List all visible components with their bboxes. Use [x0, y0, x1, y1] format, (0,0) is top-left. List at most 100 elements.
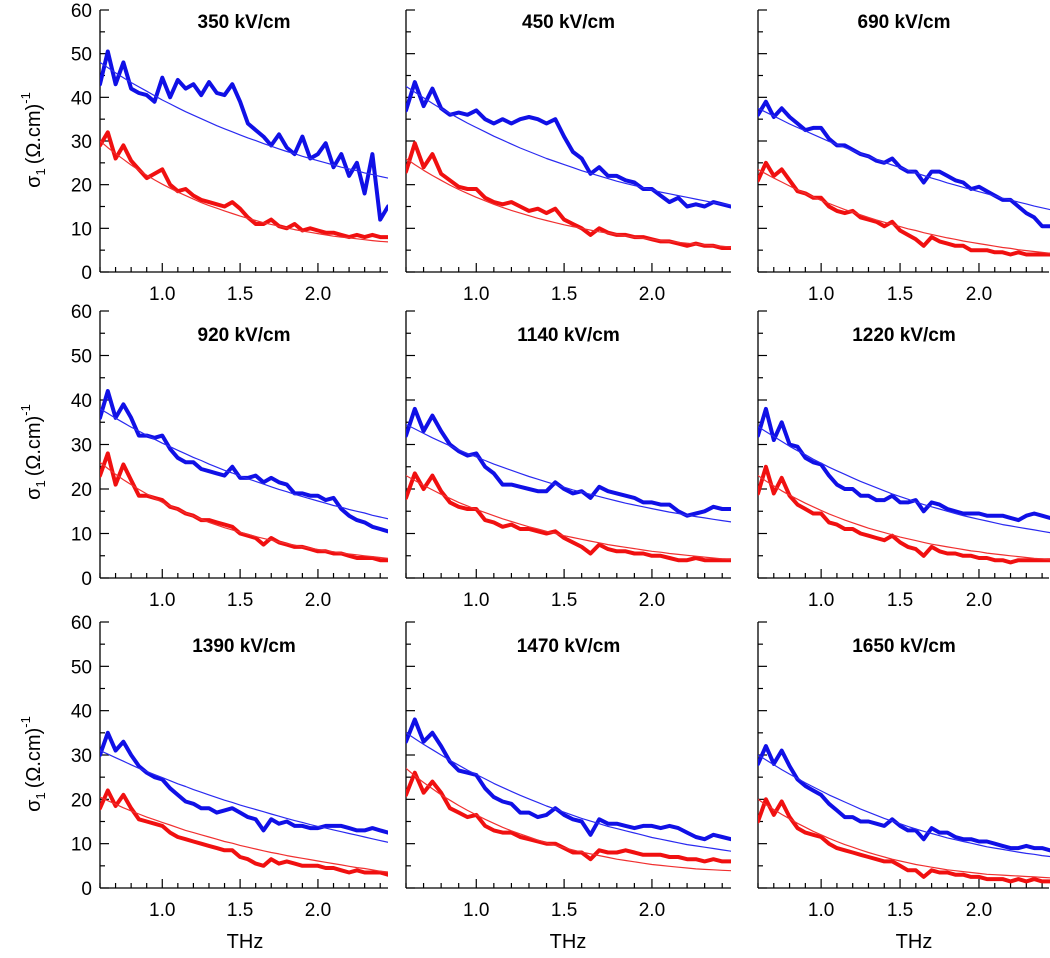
- data-line: [758, 160, 1050, 257]
- y-tick-label: 60: [71, 613, 92, 634]
- x-axis-title-col-1: THz: [227, 931, 264, 953]
- data-line: [406, 80, 731, 209]
- data-line: [758, 464, 1050, 565]
- data-line: [100, 389, 388, 534]
- series-group: [406, 717, 731, 872]
- y-tick-label: 20: [71, 790, 92, 811]
- fit-line: [406, 732, 731, 852]
- fit-line: [758, 754, 1050, 858]
- data-line: [100, 730, 388, 835]
- data-line: [758, 406, 1050, 523]
- fit-line: [758, 798, 1050, 879]
- chart-panel-7: 0 10 20 30 40 50 60 1.0 1.5 2.0 1390 kV/cm: [71, 613, 388, 921]
- fit-line: [758, 475, 1050, 561]
- x-tick-label: 1.5: [887, 900, 913, 921]
- panel-title: 1470 kV/cm: [517, 636, 621, 657]
- x-tick-label: 1.0: [149, 284, 175, 305]
- y-tick-label: 40: [71, 702, 92, 723]
- y-tick-label: 40: [71, 88, 92, 109]
- panel-title: 920 kV/cm: [198, 325, 291, 346]
- panel-title: 1220 kV/cm: [852, 325, 956, 346]
- y-tick-label: 20: [71, 480, 92, 501]
- y-tick-label: 50: [71, 657, 92, 678]
- ylabel-unit: (Ω.cm): [23, 728, 45, 789]
- x-tick-label: 1.5: [227, 284, 253, 305]
- x-tick-label: 2.0: [305, 284, 331, 305]
- data-line: [406, 141, 731, 250]
- x-axis-title-col-3: THz: [896, 931, 933, 953]
- y-tick-label: 0: [81, 569, 92, 590]
- x-tick-label: 1.5: [887, 284, 913, 305]
- y-tick-label: 10: [71, 525, 92, 546]
- y-tick-label: 10: [71, 219, 92, 240]
- x-tick-label: 1.5: [551, 900, 577, 921]
- data-line: [406, 717, 731, 842]
- data-line: [758, 744, 1050, 853]
- x-tick-label: 2.0: [966, 590, 992, 611]
- x-tick-label: 1.0: [463, 590, 489, 611]
- series-group: [758, 744, 1050, 884]
- x-tick-label: 1.0: [149, 900, 175, 921]
- x-tick-label: 2.0: [966, 900, 992, 921]
- x-tick-label: 1.0: [149, 590, 175, 611]
- data-line: [406, 770, 731, 864]
- y-tick-label: 60: [71, 302, 92, 323]
- svg-text:σ1(Ω.cm)-1: σ1 (Ω.cm)-1: [18, 404, 48, 500]
- x-tick-label: 1.5: [551, 590, 577, 611]
- panel-title: 690 kV/cm: [858, 12, 951, 33]
- fit-line: [758, 168, 1050, 254]
- y-tick-label: 50: [71, 45, 92, 66]
- fit-line: [100, 750, 388, 843]
- series-group: [758, 99, 1050, 257]
- x-tick-label: 1.0: [808, 284, 834, 305]
- ylabel-main: σ: [23, 799, 45, 812]
- svg-text:σ1(Ω.cm)-1: σ1 (Ω.cm)-1: [18, 716, 48, 812]
- data-line: [100, 451, 388, 563]
- x-tick-label: 2.0: [639, 590, 665, 611]
- chart-panel-9: 1.0 1.5 2.0 1650 kV/cm: [757, 621, 1050, 921]
- x-tick-label: 2.0: [639, 284, 665, 305]
- y-tick-label: 0: [81, 263, 92, 284]
- fit-line: [406, 157, 731, 248]
- y-tick-label: 30: [71, 132, 92, 153]
- x-tick-label: 2.0: [305, 900, 331, 921]
- series-group: [406, 406, 731, 563]
- chart-panel-6: 1.0 1.5 2.0 1220 kV/cm: [757, 310, 1050, 611]
- data-line: [758, 99, 1050, 229]
- chart-panel-2: 1.0 1.5 2.0 450 kV/cm: [405, 9, 731, 305]
- x-tick-label: 2.0: [966, 284, 992, 305]
- y-tick-label: 0: [81, 879, 92, 900]
- data-line: [758, 797, 1050, 884]
- chart-panel-8: 1.0 1.5 2.0 1470 kV/cm: [405, 621, 731, 921]
- fit-line: [406, 85, 731, 206]
- series-group: [100, 730, 388, 877]
- fit-line: [100, 408, 388, 520]
- y-axis-title-row-2: σ1 (Ω.cm)-1: [18, 404, 48, 500]
- x-tick-label: 1.0: [808, 590, 834, 611]
- x-tick-label: 1.5: [551, 284, 577, 305]
- y-tick-label: 20: [71, 176, 92, 197]
- ylabel-sup: -1: [18, 716, 33, 728]
- ylabel-sub: 1: [33, 792, 48, 799]
- x-tick-label: 1.5: [887, 590, 913, 611]
- svg-text:σ1(Ω.cm)-1: σ1 (Ω.cm)-1: [18, 92, 48, 188]
- x-tick-label: 2.0: [639, 900, 665, 921]
- y-tick-label: 40: [71, 391, 92, 412]
- fit-line: [100, 461, 388, 559]
- x-tick-label: 1.0: [463, 284, 489, 305]
- y-tick-label: 50: [71, 347, 92, 368]
- x-tick-label: 2.0: [305, 590, 331, 611]
- fit-line: [406, 767, 731, 872]
- y-tick-label: 30: [71, 436, 92, 457]
- y-tick-label: 60: [71, 1, 92, 22]
- panel-title: 1140 kV/cm: [517, 325, 619, 346]
- chart-panel-1: 0 10 20 30 40 50 60 1.0 1.5 2.0 350 kV/cm: [71, 1, 388, 305]
- fit-line: [100, 796, 388, 873]
- fit-line: [758, 107, 1050, 211]
- ylabel-unit: (Ω.cm): [23, 104, 45, 165]
- x-tick-label: 1.0: [808, 900, 834, 921]
- data-line: [406, 471, 731, 563]
- ylabel-sub: 1: [33, 168, 48, 175]
- fit-line: [406, 475, 731, 560]
